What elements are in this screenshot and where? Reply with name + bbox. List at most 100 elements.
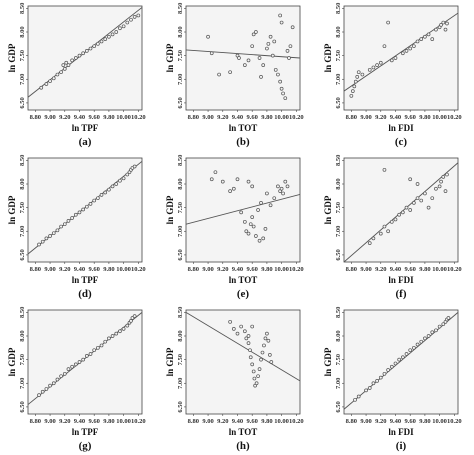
data-point [283,96,288,101]
data-point [259,357,263,362]
data-point [278,79,282,84]
data-point [62,371,67,376]
scatter-panel: 8.80 9.00 9.20 9.40 9.60 9.80 10.00 10.20 6.50 7.… [158,304,316,455]
panel-label: (a) [79,136,92,148]
data-point [81,357,86,362]
data-point [107,187,111,192]
scatter-plot-svg: 8.80 9.00 9.20 9.40 9.60 9.80 10.00 10.20 6.50 7.… [323,155,462,300]
data-point [272,196,277,201]
data-point [254,381,259,386]
scatter-panel: 8.80 9.00 9.20 9.40 9.60 9.80 10.00 10.20 6.50 7.… [316,152,474,303]
data-point [386,368,390,372]
x-tick-label: 9.20 [375,418,386,425]
data-point [434,27,438,32]
x-tick-label: 10.20 [289,266,304,273]
data-point [77,53,82,58]
x-tick-label: 9.80 [261,418,272,425]
data-point [125,172,130,177]
data-point [393,361,398,366]
y-tick-label: 7.50 [335,50,342,61]
x-tick-label: 10.20 [131,418,146,425]
scatter-plot-svg: 8.80 9.00 9.20 9.40 9.60 9.80 10.00 10.20 6.50 7.… [165,307,304,452]
data-point [430,196,435,201]
data-point [107,34,111,39]
data-point [276,184,280,189]
x-tick-label: 9.00 [202,114,213,121]
y-tick-label: 8.00 [335,26,342,37]
data-point [44,387,49,391]
data-point [260,350,265,355]
data-point [446,316,451,320]
y-axis-label: ln GDP [7,195,17,224]
data-point [209,177,214,182]
data-point [397,357,402,362]
x-tick-label: 10.00 [116,418,131,425]
data-point [261,63,266,67]
data-point [412,201,416,205]
x-tick-label: 9.20 [217,266,228,273]
data-point [437,324,442,329]
data-point [84,49,89,53]
y-tick-label: 6.50 [19,401,26,412]
x-tick-label: 9.20 [59,114,70,121]
data-point [99,39,104,44]
y-axis-label: ln GDP [7,347,17,376]
data-point [279,20,284,25]
data-point [419,339,424,344]
plot-area [343,5,459,111]
data-point [404,205,409,210]
data-point [103,190,108,195]
data-point [107,336,111,341]
data-point [132,314,137,318]
data-point [382,167,387,172]
data-point [130,316,135,320]
data-point [66,367,71,371]
data-point [397,212,402,217]
data-point [254,30,258,34]
x-tick-label: 9.80 [419,418,430,425]
y-tick-label: 8.00 [177,26,184,37]
data-point [248,355,253,360]
data-point [48,234,52,238]
data-point [59,70,63,75]
data-point [273,67,278,72]
data-point [62,222,67,227]
data-point [70,364,74,369]
plot-area [27,309,143,415]
data-point [389,58,394,63]
data-point [393,56,398,60]
x-tick-label: 9.80 [419,114,430,121]
data-point [263,227,268,231]
scatter-panel: 8.80 9.00 9.20 9.40 9.60 9.80 10.00 10.20 6.50 7.… [0,304,158,455]
data-point [412,44,416,49]
y-tick-label: 7.50 [177,50,184,61]
data-point [110,184,115,189]
data-point [88,352,93,356]
data-point [73,56,78,60]
data-point [423,191,427,196]
x-tick-label: 9.80 [419,266,430,273]
data-point [386,20,390,25]
x-tick-label: 10.00 [432,266,447,273]
x-tick-label: 9.20 [217,114,228,121]
data-point [290,25,295,30]
x-tick-label: 10.20 [447,114,462,121]
data-point [393,217,398,222]
x-tick-label: 9.40 [390,266,401,273]
y-axis-label: ln GDP [165,347,175,376]
y-tick-label: 7.00 [19,378,26,389]
data-point [287,56,291,60]
x-tick-label: 8.80 [346,418,357,425]
data-point [378,375,383,380]
x-tick-label: 10.00 [116,266,131,273]
data-point [445,21,449,26]
y-tick-label: 8.50 [19,155,26,166]
plot-area [27,157,143,263]
data-point [254,234,258,238]
data-point [408,208,413,212]
data-point [378,231,383,236]
data-point [206,34,210,39]
data-point [92,198,97,203]
x-axis-label: ln FDI [388,275,414,285]
x-tick-label: 10.00 [274,266,289,273]
